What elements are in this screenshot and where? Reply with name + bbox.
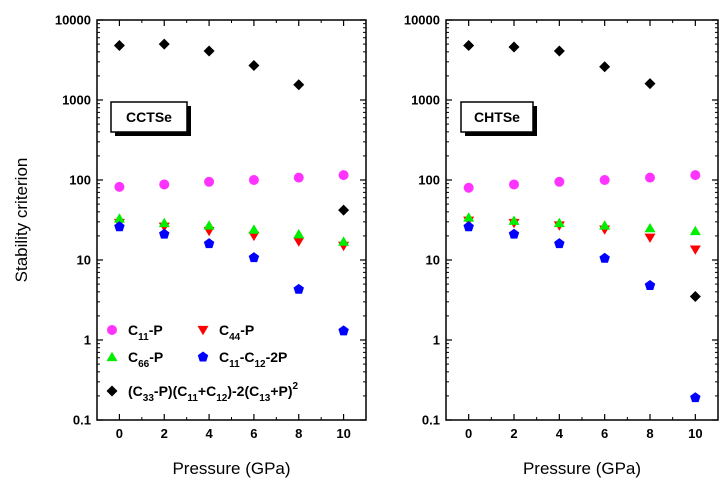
data-point-c11c12 (690, 392, 701, 403)
y-tick-label: 100 (418, 173, 440, 188)
y-tick-label: 1000 (411, 93, 440, 108)
data-point-combo (463, 40, 475, 52)
data-point-c11c12 (463, 221, 474, 232)
x-tick-label: 0 (116, 426, 123, 441)
data-point-combo (689, 290, 701, 302)
x-tick-label: 8 (646, 426, 653, 441)
y-tick-label: 10000 (55, 13, 91, 28)
data-point-c11c12 (338, 325, 349, 336)
data-point-c11 (204, 176, 215, 187)
data-point-combo (338, 204, 350, 216)
data-point-combo (113, 40, 125, 52)
legend-marker-combo (106, 385, 118, 397)
legend-label-c11: C11-P (128, 322, 163, 343)
legend-marker-c66 (106, 351, 118, 362)
data-point-c44 (293, 237, 305, 247)
data-point-c66 (248, 224, 260, 234)
panel-chtse: 0.1 1 10 100 1000 10000 0 2 4 6 8 10 Pressure (GPa) C… (404, 13, 719, 478)
legend-marker-c44 (197, 325, 209, 336)
x-tick-label: 2 (510, 426, 517, 441)
x-tick-label: 0 (465, 426, 472, 441)
x-tick-label: 10 (336, 426, 350, 441)
data-point-c44 (248, 231, 260, 242)
data-point-combo (293, 79, 305, 91)
panel-label: CCTSe (126, 109, 172, 125)
data-point-combo (599, 61, 611, 73)
x-tick-label: 8 (295, 426, 302, 441)
data-point-c66 (508, 215, 520, 225)
y-tick-label: 10 (77, 253, 91, 268)
data-point-c11c12 (114, 221, 125, 232)
x-tick-label: 4 (556, 426, 564, 441)
x-tick-label: 6 (601, 426, 608, 441)
data-point-c66 (463, 212, 475, 222)
data-point-c11c12 (203, 238, 215, 249)
data-point-combo (553, 45, 565, 57)
y-tick-label: 1000 (62, 93, 91, 108)
data-point-c11 (293, 172, 304, 183)
data-point-c11 (554, 176, 565, 187)
legend-label-c11c12: C11-C12-2P (219, 349, 287, 370)
data-point-c11 (338, 170, 349, 181)
data-point-c66 (203, 220, 215, 230)
data-point-c11 (463, 182, 474, 193)
x-axis-title: Pressure (GPa) (172, 459, 290, 478)
panel-cctse: 0.1 1 10 100 1000 10000 0 2 4 6 8 10 Pressure (GPa) S… (12, 13, 367, 478)
panel-label: CHTSe (474, 109, 520, 125)
y-tick-label: 0.1 (422, 413, 440, 428)
data-point-c11 (114, 181, 125, 192)
data-point-combo (158, 38, 170, 50)
legend-label-c44: C44-P (219, 322, 254, 343)
data-point-c66 (113, 213, 125, 223)
data-point-c11 (248, 175, 259, 185)
data-point-c66 (158, 217, 170, 228)
x-tick-label: 4 (205, 426, 213, 441)
data-point-combo (644, 78, 656, 90)
data-point-c66 (338, 236, 350, 246)
data-point-c11c12 (293, 283, 304, 294)
data-point-c66 (599, 220, 611, 230)
data-point-c66 (689, 225, 701, 236)
data-point-c11c12 (599, 252, 610, 263)
legend-marker-c11c12 (197, 351, 209, 362)
data-point-c66 (293, 228, 305, 239)
y-tick-label: 10 (426, 253, 440, 268)
data-point-c66 (553, 217, 565, 228)
legend-label-combo: (C33-P)(C11+C12)-2(C13+P)2 (128, 381, 299, 404)
data-point-c11c12 (554, 238, 565, 249)
data-point-c44 (689, 245, 701, 255)
x-axis-title: Pressure (GPa) (523, 459, 641, 478)
panel-label-box (460, 101, 534, 133)
y-tick-label: 0.1 (73, 413, 91, 428)
data-point-c44 (644, 233, 656, 243)
data-point-c11 (509, 179, 519, 190)
legend-marker-c11 (107, 325, 117, 335)
data-point-c11c12 (644, 280, 656, 290)
panel-label-box (110, 101, 188, 133)
data-point-c11 (645, 172, 655, 183)
x-tick-label: 2 (161, 426, 168, 441)
data-point-c11 (159, 179, 170, 190)
data-point-c11 (599, 175, 610, 185)
plot-frame (445, 19, 719, 421)
y-tick-label: 1 (84, 333, 91, 348)
data-point-c66 (644, 222, 656, 233)
x-tick-label: 6 (250, 426, 257, 441)
y-tick-label: 1 (433, 333, 440, 348)
x-tick-label: 10 (688, 426, 702, 441)
y-tick-label: 100 (69, 173, 91, 188)
legend-label-c66: C66-P (128, 349, 163, 370)
data-point-c11c12 (508, 228, 520, 239)
data-point-combo (508, 41, 520, 53)
data-point-c11 (690, 170, 701, 181)
y-axis-title: Stability criterion (12, 158, 31, 283)
y-tick-label: 10000 (404, 13, 440, 28)
data-point-combo (248, 59, 260, 71)
data-point-combo (203, 45, 215, 57)
data-point-c11c12 (159, 228, 170, 239)
data-point-c11c12 (248, 252, 260, 263)
